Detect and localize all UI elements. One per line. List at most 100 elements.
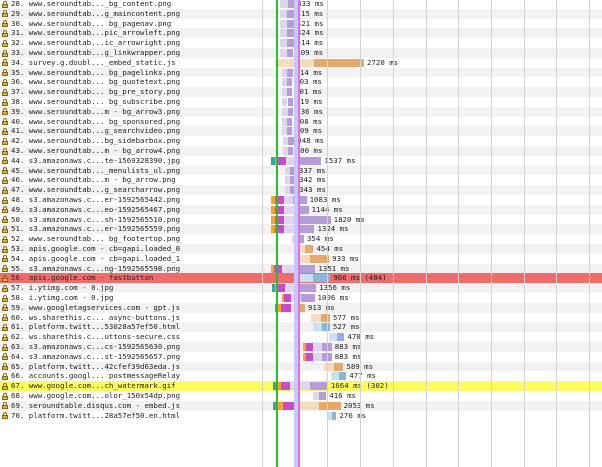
request-row[interactable]: 51. s3.amazonaws.c...er-1592565559.png 13… <box>0 224 602 235</box>
request-url-label[interactable]: 57. i.ytimg.com - 0.jpg <box>11 283 114 293</box>
request-url-label[interactable]: 65. platform.twitt...42cfef39d63eda.js <box>11 361 181 371</box>
request-url-label[interactable]: 32. www.seroundtab...ic_arrowright.png <box>11 38 181 48</box>
ttfb-segment <box>283 196 293 204</box>
request-url-label[interactable]: 68. www.google.com...olor_150x54dp.png <box>11 391 181 400</box>
request-url-label[interactable]: 56. apis.google.com - fastbutton <box>11 273 154 283</box>
request-url-label[interactable]: 52. www.seroundtab... bg_footertop.png <box>11 234 181 244</box>
request-row[interactable]: 64. s3.amazonaws.c...st-1592565657.png 88… <box>0 352 602 362</box>
request-url-label[interactable]: 59. www.googletagservices.com - gpt.js <box>11 302 181 312</box>
request-row[interactable]: 30. www.seroundtab... bg_pagenav.png 421 … <box>0 19 602 29</box>
request-row[interactable]: 54. apis.google.com - cb=gapi.loaded_1 93… <box>0 254 602 264</box>
request-url-label[interactable]: 42. www.seroundtab...bg_sidebarbox.png <box>11 136 181 146</box>
request-url-label[interactable]: 31. www.seroundtab...pic_arrowleft.png <box>11 28 181 38</box>
request-row[interactable]: 59. www.googletagservices.com - gpt.js 91… <box>0 302 602 313</box>
request-url-label[interactable]: 50. s3.amazonaws.c...sh-1592565510.png <box>11 214 181 224</box>
request-url-label[interactable]: 41. www.seroundtab...g_searchvideo.png <box>11 126 181 136</box>
request-row[interactable]: 68. www.google.com...olor_150x54dp.png 41… <box>0 391 602 401</box>
request-row[interactable]: 61. platform.twitt...53028a57ef50.html 52… <box>0 322 602 333</box>
request-row[interactable]: 69. seroundtable.disqus.com - embed.js 20… <box>0 400 602 411</box>
request-url-label[interactable]: 54. apis.google.com - cb=gapi.loaded_1 <box>11 253 181 263</box>
request-row[interactable]: 67. www.google.com...ch_watermark.gif 166… <box>0 381 602 391</box>
request-url-label[interactable]: 64. s3.amazonaws.c...st-1592565657.png <box>11 351 181 361</box>
request-row[interactable]: 39. www.seroundtab...m - bg_arrow3.png 33… <box>0 106 602 117</box>
request-url-label[interactable]: 70. platform.twitt...28a57ef50.en.html <box>11 410 181 420</box>
ttfb-segment <box>281 264 295 273</box>
ssl-segment <box>280 303 291 312</box>
request-row[interactable]: 49. s3.amazonaws.c...eo-1592565467.png 11… <box>0 204 602 215</box>
request-url-label[interactable]: 53. apis.google.com - cb=gapi.loaded_0 <box>11 244 181 253</box>
request-url-label[interactable]: 28. www.seroundtab..._bg_content.png <box>11 0 172 8</box>
request-row[interactable]: 33. www.seroundtab...g_linkwrapper.png 40… <box>0 48 602 58</box>
ttfb-segment <box>296 401 320 410</box>
request-row[interactable]: 29. www.seroundtab...g_maincontent.png 41… <box>0 8 602 19</box>
request-url-label[interactable]: 66. accounts.googl... postmessageRelay <box>11 371 181 381</box>
request-url-label[interactable]: 48. s3.amazonaws.c...er-1592565442.png <box>11 195 181 204</box>
request-row[interactable]: 65. platform.twitt...42cfef39d63eda.js 58… <box>0 361 602 372</box>
request-row[interactable]: 32. www.seroundtab...ic_arrowright.png 41… <box>0 38 602 48</box>
request-row[interactable]: 37. www.seroundtab... bg_pre_story.png 30… <box>0 87 602 97</box>
request-row[interactable]: 44. s3.amazonaws.c...te-1569328390.jpg 15… <box>0 156 602 166</box>
lock-icon <box>2 59 8 67</box>
request-row[interactable]: 38. www.seroundtab... bg_subscribe.png 31… <box>0 97 602 107</box>
request-row[interactable]: 47. www.seroundtab...g_searcharrow.png 34… <box>0 185 602 195</box>
request-url-label[interactable]: 37. www.seroundtab... bg_pre_story.png <box>11 87 181 97</box>
request-row[interactable]: 43. www.seroundtab...m - bg_arrow4.png 30… <box>0 146 602 156</box>
download-segment <box>290 176 297 185</box>
request-row[interactable]: 40. www.seroundtab... bg_sponsored.png 30… <box>0 117 602 127</box>
request-row[interactable]: 58. i.ytimg.com - 0.jpg 1006 ms <box>0 293 602 303</box>
request-row[interactable]: 41. www.seroundtab...g_searchvideo.png 30… <box>0 126 602 137</box>
request-row[interactable]: 28. www.seroundtab..._bg_content.png 433 … <box>0 0 602 9</box>
request-row[interactable]: 63. s3.amazonaws.c...cs-1592565630.png 88… <box>0 342 602 352</box>
request-url-label[interactable]: 61. platform.twitt...53028a57ef50.html <box>11 322 181 332</box>
request-url-label[interactable]: 40. www.seroundtab... bg_sponsored.png <box>11 116 181 126</box>
ttfb-segment <box>279 9 288 18</box>
request-row[interactable]: 55. s3.amazonaws.c...ng-1592565598.png 13… <box>0 263 602 274</box>
request-url-label[interactable]: 29. www.seroundtab...g_maincontent.png <box>11 8 181 18</box>
ssl-segment <box>275 205 284 214</box>
request-row[interactable]: 56. apis.google.com - fastbutton 966 ms (… <box>0 273 602 284</box>
request-row[interactable]: 46. www.seroundtab...m - bg_arrow.png 342… <box>0 175 602 185</box>
request-row[interactable]: 60. ws.sharethis.c... async-buttons.js 57… <box>0 313 602 323</box>
request-row[interactable]: 50. s3.amazonaws.c...sh-1592565510.png 18… <box>0 215 602 225</box>
request-url-label[interactable]: 47. www.seroundtab...g_searcharrow.png <box>11 185 181 195</box>
request-url-label[interactable]: 45. www.seroundtab..._menulists_ul.png <box>11 165 181 175</box>
request-row[interactable]: 36. www.seroundtab... bg_quotetext.png 30… <box>0 77 602 87</box>
ttfb-segment <box>327 411 332 420</box>
request-url-label[interactable]: 69. seroundtable.disqus.com - embed.js <box>11 400 181 410</box>
request-url-label[interactable]: 46. www.seroundtab...m - bg_arrow.png <box>11 175 176 185</box>
request-url-label[interactable]: 44. s3.amazonaws.c...te-1569328390.jpg <box>11 155 181 165</box>
request-url-label[interactable]: 39. www.seroundtab...m - bg_arrow3.png <box>11 106 181 116</box>
download-segment <box>338 372 347 381</box>
request-url-label[interactable]: 51. s3.amazonaws.c...er-1592565559.png <box>11 224 181 234</box>
request-url-label[interactable]: 43. www.seroundtab...m - bg_arrow4.png <box>11 146 181 155</box>
request-url-label[interactable]: 30. www.seroundtab... bg_pagenav.png <box>11 18 172 28</box>
request-url-label[interactable]: 58. i.ytimg.com - 0.jpg <box>11 293 114 302</box>
request-row[interactable]: 62. ws.sharethis.c...uttons-secure.css 47… <box>0 332 602 342</box>
request-url-label[interactable]: 34. survey.g.doubl..._embed_static.js <box>11 57 176 67</box>
request-row[interactable]: 66. accounts.googl... postmessageRelay 47… <box>0 371 602 381</box>
request-row[interactable]: 31. www.seroundtab...pic_arrowleft.png 42… <box>0 28 602 39</box>
request-row[interactable]: 53. apis.google.com - cb=gapi.loaded_0 45… <box>0 244 602 254</box>
request-row[interactable]: 70. platform.twitt...28a57ef50.en.html 27… <box>0 411 602 421</box>
request-row[interactable]: 35. www.seroundtab... bg_pagelinks.png 31… <box>0 67 602 78</box>
request-row[interactable]: 34. survey.g.doubl..._embed_static.js 272… <box>0 58 602 68</box>
request-url-label[interactable]: 62. ws.sharethis.c...uttons-secure.css <box>11 332 181 342</box>
request-url-label[interactable]: 35. www.seroundtab... bg_pagelinks.png <box>11 67 181 77</box>
lock-icon <box>2 49 8 57</box>
request-url-label[interactable]: 55. s3.amazonaws.c...ng-1592565598.png <box>11 263 181 273</box>
request-url-label[interactable]: 60. ws.sharethis.c... async-buttons.js <box>11 312 181 322</box>
request-url-label[interactable]: 49. s3.amazonaws.c...eo-1592565467.png <box>11 204 181 214</box>
request-url-label[interactable]: 36. www.seroundtab... bg_quotetext.png <box>11 77 181 87</box>
request-row[interactable]: 45. www.seroundtab..._menulists_ul.png 33… <box>0 165 602 176</box>
request-url-label[interactable]: 38. www.seroundtab... bg_subscribe.png <box>11 97 181 106</box>
download-segment <box>296 156 322 165</box>
request-url-label[interactable]: 63. s3.amazonaws.c...cs-1592565630.png <box>11 342 181 351</box>
request-row[interactable]: 42. www.seroundtab...bg_sidebarbox.png 34… <box>0 136 602 146</box>
download-segment <box>287 127 293 136</box>
request-row[interactable]: 52. www.seroundtab... bg_footertop.png 35… <box>0 234 602 244</box>
request-url-label[interactable]: 67. www.google.com...ch_watermark.gif <box>11 381 176 391</box>
lock-icon <box>2 363 8 371</box>
request-row[interactable]: 57. i.ytimg.com - 0.jpg 1356 ms <box>0 283 602 293</box>
request-row[interactable]: 48. s3.amazonaws.c...er-1592565442.png 10… <box>0 195 602 205</box>
request-url-label[interactable]: 33. www.seroundtab...g_linkwrapper.png <box>11 48 181 57</box>
